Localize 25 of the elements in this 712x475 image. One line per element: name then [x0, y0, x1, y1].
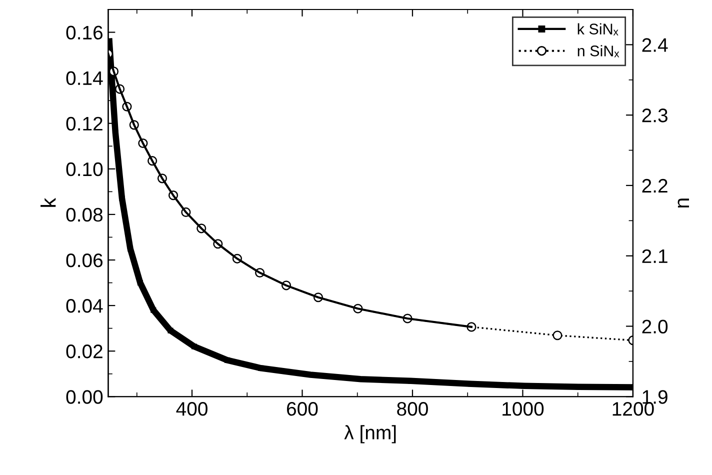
y2-tick-label: 2.0: [642, 320, 668, 334]
y2-tick-label: 2.3: [642, 108, 668, 122]
y-tick-label: 0.10: [66, 162, 103, 176]
x-tick-label: 800: [397, 402, 428, 416]
y-tick-label: 0.02: [66, 344, 102, 358]
x-tick-label: 1200: [612, 402, 654, 416]
x-axis-title: λ [nm]: [344, 425, 396, 444]
y2-tick-label: 2.4: [642, 38, 668, 52]
y-tick-label: 0.04: [66, 299, 103, 313]
y2-tick-label: 2.2: [642, 178, 668, 193]
y-tick-label: 0.16: [66, 26, 103, 40]
legend-label: n SiNₓ: [578, 45, 620, 58]
y2-tick-label: 2.1: [642, 249, 668, 263]
x-tick-label: 1000: [502, 402, 544, 416]
legend-label: k SiNₓ: [578, 23, 618, 36]
y-tick-label: 0.12: [66, 116, 102, 131]
y-axis-title: k: [40, 198, 56, 207]
y2-tick-label: 1.9: [642, 390, 668, 404]
y2-axis-title: n: [678, 198, 689, 208]
y-tick-label: 0.00: [66, 390, 103, 404]
y-tick-label: 0.06: [66, 253, 103, 268]
x-tick-label: 600: [287, 402, 318, 416]
x-tick-label: 400: [176, 402, 208, 416]
y-tick-label: 0.08: [66, 208, 103, 222]
y-tick-label: 0.14: [66, 71, 103, 86]
